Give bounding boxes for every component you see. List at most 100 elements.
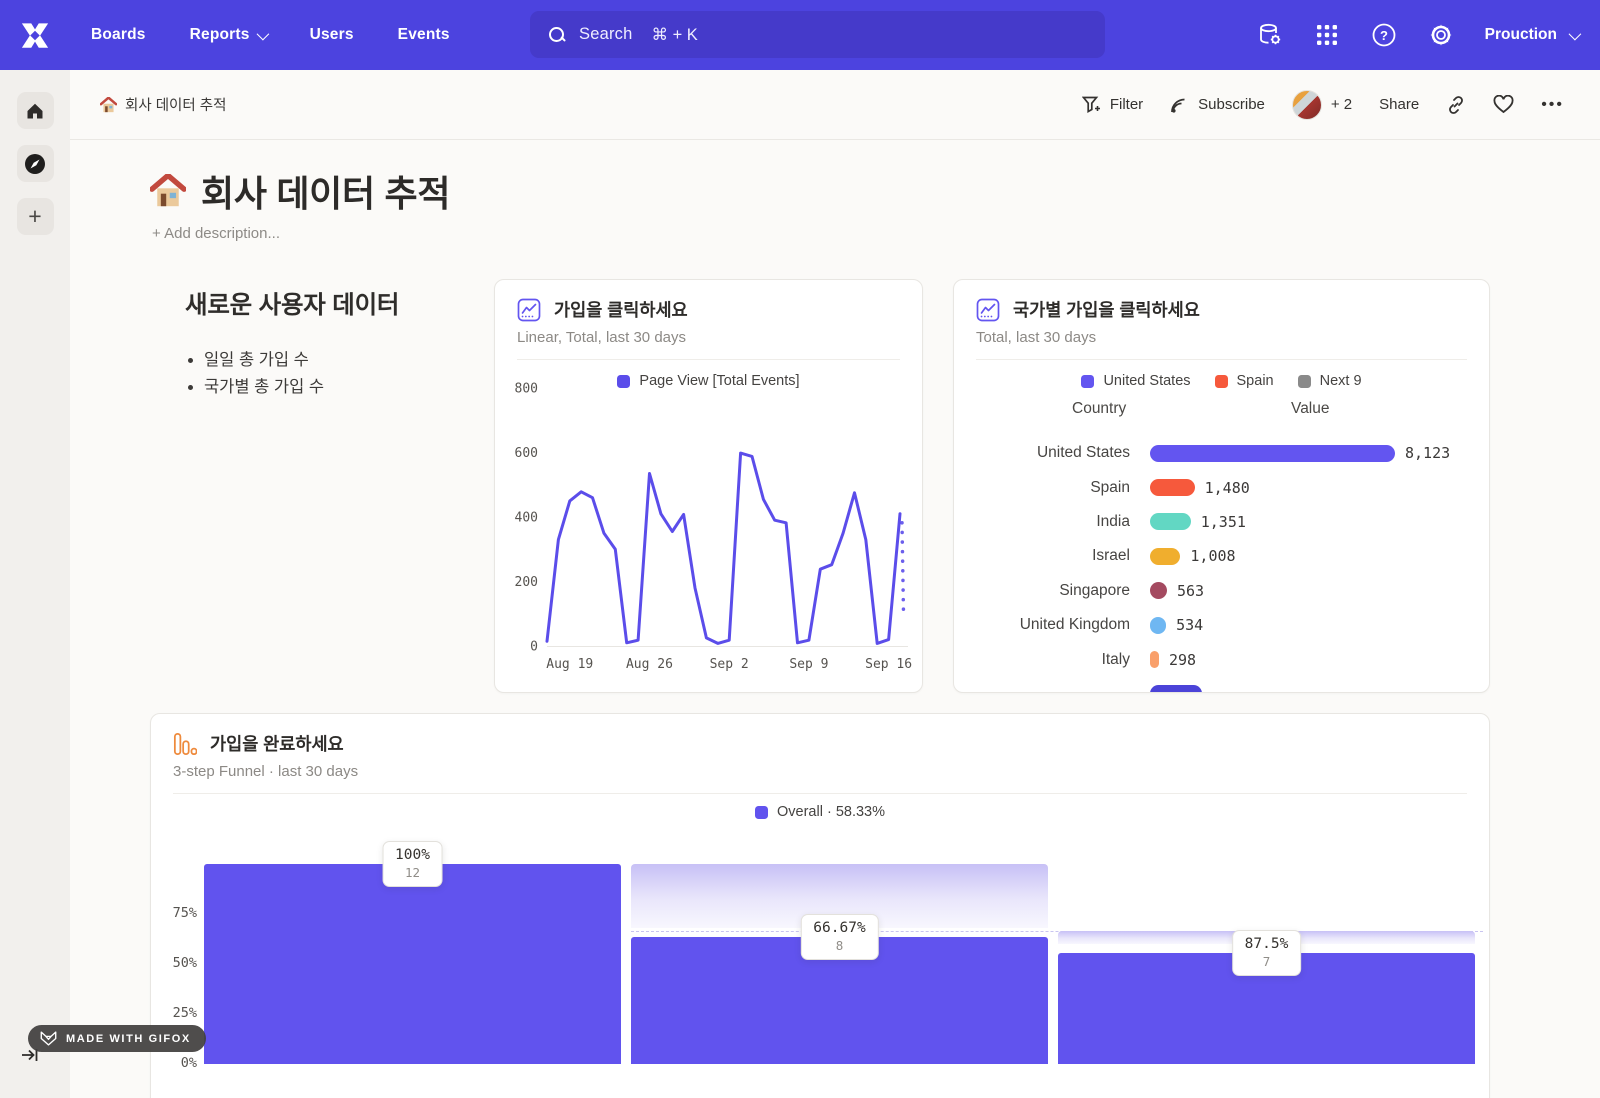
help-icon[interactable]: ? <box>1371 22 1397 48</box>
chevron-down-icon <box>1568 27 1582 40</box>
svg-text:Sep 9: Sep 9 <box>789 657 828 672</box>
card-subtitle: 3-step Funnel · last 30 days <box>173 763 359 780</box>
apps-grid-icon[interactable] <box>1314 22 1340 48</box>
legend-swatch <box>755 805 768 819</box>
text-widget-heading: 새로운 사용자 데이터 <box>185 292 400 319</box>
country-value: 1,008 <box>1190 547 1236 566</box>
country-bar[interactable] <box>1150 547 1181 565</box>
country-bar[interactable] <box>1150 582 1167 600</box>
country-bar[interactable] <box>1150 479 1195 497</box>
share-button[interactable]: Share <box>1379 96 1420 113</box>
country-value: 563 <box>1176 581 1205 600</box>
plus-icon: + <box>28 203 42 229</box>
country-bar[interactable] <box>1150 444 1395 462</box>
mixpanel-logo-icon[interactable] <box>15 19 55 51</box>
gifox-label: MADE WITH GIFOX <box>66 1032 191 1045</box>
svg-text:400: 400 <box>515 511 538 526</box>
svg-text:600: 600 <box>515 446 538 461</box>
funnel-step-pct: 100% <box>395 847 430 863</box>
collaborators[interactable]: + 2 <box>1291 89 1352 120</box>
nav-users[interactable]: Users <box>309 26 354 43</box>
svg-text:800: 800 <box>515 382 538 397</box>
country-row <box>954 677 1489 692</box>
funnel-chart-icon <box>173 732 197 755</box>
country-label: Israel <box>1092 547 1130 565</box>
board-header: 회사 데이터 추적 Filter Subscribe + 2 <box>70 70 1600 140</box>
funnel-tooltip: 100% 12 <box>382 841 443 887</box>
nav-boards[interactable]: Boards <box>91 26 146 43</box>
column-header-value: Value <box>1291 400 1330 417</box>
discover-button[interactable] <box>16 145 54 182</box>
country-row: India 1,351 <box>954 505 1489 539</box>
nav-events[interactable]: Events <box>397 26 450 43</box>
funnel-step-count: 12 <box>404 865 421 880</box>
funnel-card-title-link[interactable]: 가입을 완료하세요 <box>173 731 1467 756</box>
line-chart-card: 가입을 클릭하세요 Linear, Total, last 30 days Pa… <box>494 279 923 693</box>
search-shortcut: ⌘ + K <box>651 25 698 44</box>
svg-text:Aug 26: Aug 26 <box>626 657 673 672</box>
column-header-country: Country <box>1072 400 1127 417</box>
funnel-step-count: 7 <box>1262 954 1271 970</box>
country-bar[interactable] <box>1150 651 1159 669</box>
legend-swatch <box>1214 374 1228 388</box>
country-row: United Kingdom 534 <box>954 608 1489 642</box>
subscribe-button[interactable]: Subscribe <box>1170 96 1265 114</box>
copy-link-button[interactable] <box>1446 95 1466 115</box>
settings-gear-icon[interactable] <box>1428 22 1454 48</box>
svg-text:Sep 2: Sep 2 <box>710 657 749 672</box>
project-selector[interactable]: Prouction <box>1485 26 1582 44</box>
country-bar[interactable] <box>1150 616 1167 634</box>
funnel-card: 가입을 완료하세요 3-step Funnel · last 30 days O… <box>150 713 1490 1098</box>
svg-text:200: 200 <box>515 575 538 590</box>
funnel-step-pct: 87.5% <box>1244 936 1289 953</box>
card-title: 국가별 가입을 클릭하세요 <box>1013 300 1200 320</box>
funnel-guideline <box>631 930 1483 932</box>
legend-next-9[interactable]: Next 9 <box>1297 373 1362 389</box>
legend-page-view[interactable]: Page View [Total Events] <box>617 373 800 389</box>
svg-text:0: 0 <box>530 640 538 655</box>
legend-united-states[interactable]: United States <box>1081 373 1191 389</box>
funnel-y-tick: 25% <box>172 1005 197 1021</box>
filter-icon <box>1081 96 1100 113</box>
home-button[interactable] <box>16 92 54 129</box>
nav-reports[interactable]: Reports <box>190 26 269 44</box>
home-icon <box>27 103 43 118</box>
country-value: 1,351 <box>1200 512 1246 531</box>
funnel-tooltip: 66.67% 8 <box>800 913 879 960</box>
country-label: Spain <box>1090 478 1130 496</box>
more-options-button[interactable]: ••• <box>1541 95 1564 113</box>
chevron-down-icon <box>256 27 269 40</box>
svg-text:Sep 16: Sep 16 <box>865 657 912 672</box>
country-bar-card: 국가별 가입을 클릭하세요 Total, last 30 days United… <box>953 279 1490 693</box>
country-bar[interactable] <box>1150 685 1202 692</box>
list-item: 국가별 총 가입 수 <box>204 374 475 401</box>
country-value: 534 <box>1176 616 1204 635</box>
legend-spain[interactable]: Spain <box>1214 373 1274 389</box>
legend-overall[interactable]: Overall · 58.33% <box>755 804 885 820</box>
country-label: India <box>1096 512 1130 530</box>
favorite-button[interactable] <box>1493 95 1514 114</box>
country-value: 8,123 <box>1405 444 1451 463</box>
rss-icon <box>1171 98 1185 113</box>
search-icon <box>548 26 566 44</box>
breadcrumb[interactable]: 회사 데이터 추적 <box>100 94 226 115</box>
heart-icon <box>1493 95 1514 114</box>
funnel-bar[interactable] <box>204 864 621 1064</box>
line-card-title-link[interactable]: 가입을 클릭하세요 <box>517 297 900 322</box>
country-card-title-link[interactable]: 국가별 가입을 클릭하세요 <box>976 297 1467 322</box>
funnel-step-count: 8 <box>835 937 844 953</box>
filter-button[interactable]: Filter <box>1081 96 1143 114</box>
card-title: 가입을 클릭하세요 <box>554 300 688 320</box>
board-actions: Filter Subscribe + 2 Share <box>1081 89 1564 120</box>
card-title: 가입을 완료하세요 <box>210 734 344 754</box>
data-management-icon[interactable] <box>1257 22 1283 48</box>
svg-text:Aug 19: Aug 19 <box>546 657 593 672</box>
country-rows: United States 8,123 Spain 1,480 India 1,351 Is… <box>954 436 1489 692</box>
topbar-actions: ? Prouction <box>1257 0 1582 70</box>
line-chart-svg[interactable]: 800 600 400 200 0 Aug 19 Aug 26 Sep 2 Sep 9 Sep 1… <box>501 376 918 676</box>
add-description-button[interactable]: + Add description... <box>152 225 280 242</box>
country-bar[interactable] <box>1150 513 1191 531</box>
add-board-button[interactable]: + <box>16 198 54 235</box>
global-search-input[interactable]: Search ⌘ + K <box>530 11 1105 58</box>
